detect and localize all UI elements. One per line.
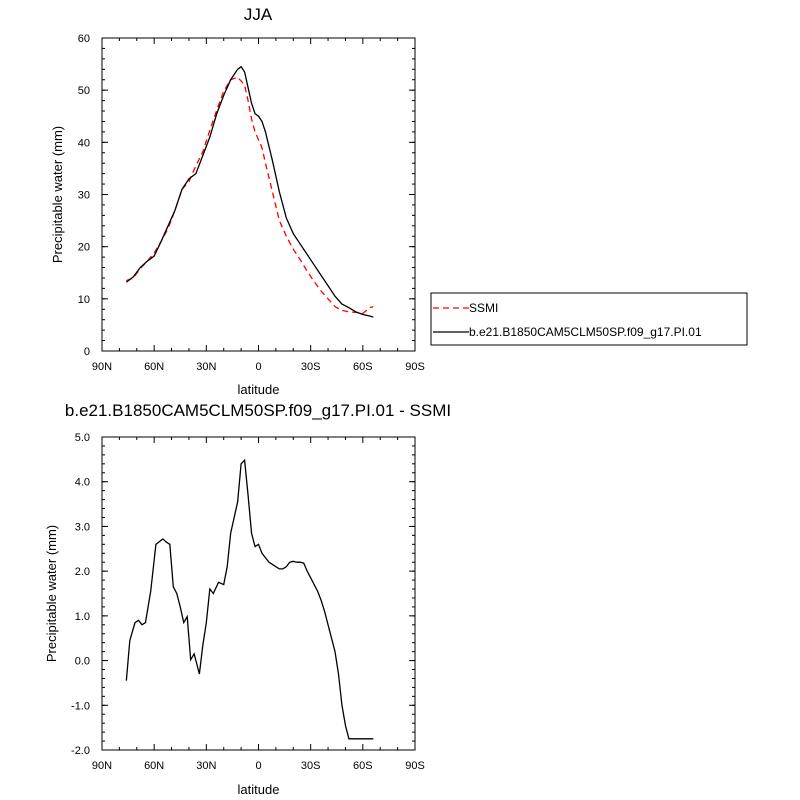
x-tick-label: 30S: [301, 361, 321, 373]
top-chart-panel: JJA latitude Precipitable water (mm) 90N 60N…: [50, 5, 425, 397]
y-tick-label: 2.0: [75, 566, 90, 578]
y-axis-label: Precipitable water (mm): [50, 126, 65, 263]
chart-title: JJA: [244, 5, 273, 24]
x-tick-label: 30N: [196, 361, 216, 373]
x-tick-label: 60N: [144, 361, 164, 373]
y-tick-label: 20: [78, 242, 90, 254]
x-tick-label: 60S: [353, 760, 373, 772]
bottom-chart-panel: b.e21.B1850CAM5CLM50SP.f09_g17.PI.01 - S…: [44, 401, 451, 797]
legend-label: SSMI: [469, 301, 498, 315]
y-tick-label: -1.0: [71, 700, 90, 712]
y-tick-label: 50: [78, 85, 90, 97]
legend-box: [430, 292, 748, 346]
x-axis-label: latitude: [238, 782, 280, 797]
y-tick-label: 5.0: [75, 432, 90, 444]
x-tick-label: 90N: [92, 760, 112, 772]
y-tick-label: 60: [78, 33, 90, 45]
x-tick-label: 90S: [405, 361, 425, 373]
y-axis-label: Precipitable water (mm): [44, 525, 59, 662]
series-line-b-e21-b1850cam5clm50sp-f09-g17-pi-01: [125, 65, 374, 318]
x-tick-label: 30N: [196, 760, 216, 772]
y-tick-label: 0.0: [75, 656, 90, 668]
chart-title: b.e21.B1850CAM5CLM50SP.f09_g17.PI.01 - S…: [65, 401, 451, 420]
legend-label: b.e21.B1850CAM5CLM50SP.f09_g17.PI.01: [469, 325, 702, 339]
y-tick-label: 1.0: [75, 611, 90, 623]
y-tick-label: 40: [78, 137, 90, 149]
series-line-difference: [125, 458, 374, 740]
chart-legend: SSMI b.e21.B1850CAM5CLM50SP.f09_g17.PI.01: [430, 292, 748, 346]
y-tick-label: 30: [78, 190, 90, 202]
plot-frame: [101, 436, 416, 751]
y-tick-label: 4.0: [75, 477, 90, 489]
y-tick-label: -2.0: [71, 745, 90, 757]
y-tick-label: 3.0: [75, 521, 90, 533]
x-axis-label: latitude: [238, 382, 280, 397]
series-line-ssmi: [126, 76, 374, 315]
x-tick-label: 60N: [144, 760, 164, 772]
x-tick-label: 60S: [353, 361, 373, 373]
plot-frame: [101, 37, 416, 352]
x-tick-label: 0: [255, 361, 261, 373]
x-tick-label: 90N: [92, 361, 112, 373]
y-tick-label: 10: [78, 294, 90, 306]
y-tick-label: 0: [84, 346, 90, 358]
x-tick-label: 0: [255, 760, 261, 772]
x-tick-label: 30S: [301, 760, 321, 772]
x-tick-label: 90S: [405, 760, 425, 772]
